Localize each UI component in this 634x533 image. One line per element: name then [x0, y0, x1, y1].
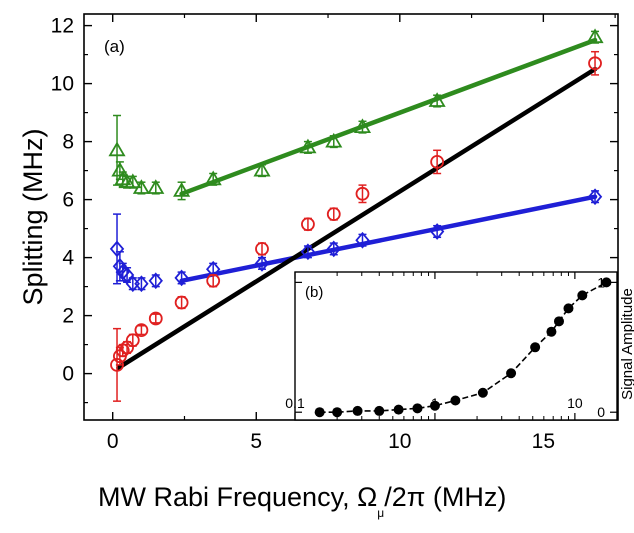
diamond-point — [355, 231, 370, 249]
diamond-point — [429, 223, 445, 240]
triangle-point — [147, 179, 165, 194]
circle-point — [301, 217, 315, 232]
inset-point — [546, 326, 557, 337]
inset-point — [450, 395, 461, 406]
inset-point — [314, 407, 325, 418]
fit-line — [179, 194, 598, 284]
diamond-point — [119, 266, 135, 284]
fit-line — [179, 37, 598, 197]
main-plot: (a) Splitting (MHz) MW Rabi Frequency, Ω… — [18, 13, 619, 520]
circle-point — [134, 323, 149, 338]
x-axis-title-tail: /2π (MHz) — [384, 482, 506, 512]
circle-point — [588, 56, 602, 71]
triangle-point — [204, 170, 222, 186]
inset-plot: (b) Signal Amplitude 0.111001 — [285, 271, 634, 421]
triangle-point — [124, 173, 142, 189]
circle-point — [148, 311, 163, 326]
inset-x-tick-label: 10 — [567, 395, 583, 411]
inset-point — [393, 404, 404, 415]
triangle-point — [586, 28, 604, 44]
inset-point — [374, 405, 385, 416]
diamond-point — [134, 275, 149, 293]
circle-point — [326, 207, 341, 222]
y-tick-label: 0 — [62, 363, 74, 386]
diamond-point — [254, 255, 270, 272]
circle-point — [430, 154, 445, 169]
diamond-point — [326, 240, 341, 258]
triangle-point — [173, 182, 191, 197]
y-tick-label: 2 — [62, 305, 74, 328]
y-tick-label: 4 — [62, 247, 74, 270]
inset-x-tick-label: 0.1 — [285, 395, 305, 411]
inset-y-axis-title: Signal Amplitude — [619, 288, 634, 400]
inset-point — [553, 316, 564, 327]
x-tick-label: 15 — [532, 430, 555, 453]
triangle-point — [428, 92, 446, 107]
inset-curve — [319, 281, 607, 414]
inset-y-tick-label: 1 — [597, 274, 605, 290]
y-tick-label: 6 — [62, 189, 74, 212]
diamond-point — [300, 243, 316, 261]
triangle-point — [253, 161, 271, 177]
panel-label-a: (a) — [104, 37, 125, 56]
diamond-point — [587, 188, 603, 206]
inset-point — [477, 387, 488, 398]
diamond-point — [109, 240, 125, 258]
x-tick-label: 5 — [250, 430, 262, 453]
inset-point — [506, 368, 517, 379]
inset-point — [577, 290, 588, 301]
x-tick-label: 0 — [107, 430, 119, 453]
y-tick-label: 12 — [51, 15, 74, 38]
circle-point — [125, 333, 140, 348]
inset-point — [601, 277, 612, 288]
panel-label-b: (b) — [305, 284, 323, 301]
circle-point — [206, 273, 221, 288]
inset-point — [563, 303, 574, 314]
x-axis-title-sub: μ — [377, 506, 384, 520]
inset-point — [429, 400, 440, 411]
x-axis-title: MW Rabi Frequency, Ωμ/2π (MHz) — [98, 482, 506, 520]
inset-point — [412, 403, 423, 414]
circle-point — [174, 295, 189, 310]
y-tick-label: 10 — [51, 73, 74, 96]
triangle-point — [325, 132, 343, 148]
inset-point — [352, 405, 363, 416]
y-tick-label: 8 — [62, 131, 74, 154]
inset-point — [332, 407, 343, 418]
triangle-point — [353, 118, 372, 134]
x-axis-title-main: MW Rabi Frequency, Ω — [98, 482, 377, 512]
inset-point — [530, 342, 541, 353]
fit-line — [116, 66, 598, 371]
triangle-point — [132, 179, 150, 194]
triangle-point — [299, 138, 317, 154]
inset-y-tick-label: 0 — [597, 404, 605, 420]
triangle-point — [108, 141, 126, 157]
y-axis-title: Splitting (MHz) — [18, 128, 48, 305]
diamond-point — [148, 272, 163, 290]
circle-point — [355, 186, 370, 201]
x-tick-label: 10 — [388, 430, 411, 453]
diamond-point — [174, 269, 189, 287]
circle-point — [255, 241, 269, 256]
inset-plot-frame — [294, 271, 618, 421]
